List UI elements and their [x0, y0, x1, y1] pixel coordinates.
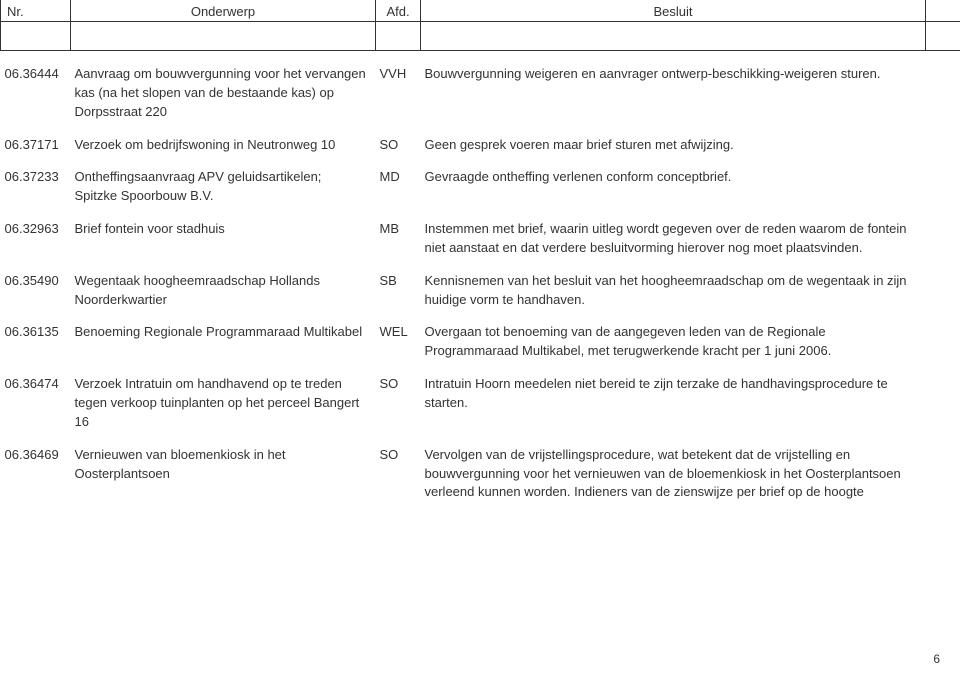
col-header-onderwerp: Onderwerp	[71, 0, 376, 22]
cell-end	[926, 154, 960, 206]
cell-end	[926, 361, 960, 432]
cell-besluit: Intratuin Hoorn meedelen niet bereid te …	[421, 361, 926, 432]
cell-afd: SO	[376, 122, 421, 155]
cell-besluit: Gevraagde ontheffing verlenen conform co…	[421, 154, 926, 206]
cell-end	[926, 309, 960, 361]
table-row: 06.36469Vernieuwen van bloemenkiosk in h…	[1, 432, 960, 503]
cell-onderwerp: Aanvraag om bouwvergunning voor het verv…	[71, 51, 376, 122]
cell-end	[926, 206, 960, 258]
cell-end	[926, 258, 960, 310]
cell-besluit: Vervolgen van de vrijstellingsprocedure,…	[421, 432, 926, 503]
cell-onderwerp: Benoeming Regionale Programmaraad Multik…	[71, 309, 376, 361]
cell-onderwerp: Verzoek Intratuin om handhavend op te tr…	[71, 361, 376, 432]
table-row: 06.37171Verzoek om bedrijfswoning in Neu…	[1, 122, 960, 155]
table-row: 06.35490Wegentaak hoogheemraadschap Holl…	[1, 258, 960, 310]
cell-nr: 06.32963	[1, 206, 71, 258]
cell-onderwerp: Wegentaak hoogheemraadschap Hollands Noo…	[71, 258, 376, 310]
cell-nr: 06.36135	[1, 309, 71, 361]
cell-afd: SB	[376, 258, 421, 310]
cell-nr: 06.36474	[1, 361, 71, 432]
cell-besluit: Geen gesprek voeren maar brief sturen me…	[421, 122, 926, 155]
cell-onderwerp: Verzoek om bedrijfswoning in Neutronweg …	[71, 122, 376, 155]
col-header-besluit: Besluit	[421, 0, 926, 22]
table-row: 06.36135Benoeming Regionale Programmaraa…	[1, 309, 960, 361]
agenda-table: Nr. Onderwerp Afd. Besluit 06.36444Aanvr…	[0, 0, 960, 502]
cell-onderwerp: Vernieuwen van bloemenkiosk in het Ooste…	[71, 432, 376, 503]
cell-afd: SO	[376, 432, 421, 503]
cell-nr: 06.35490	[1, 258, 71, 310]
cell-afd: VVH	[376, 51, 421, 122]
cell-besluit: Instemmen met brief, waarin uitleg wordt…	[421, 206, 926, 258]
table-header-row: Nr. Onderwerp Afd. Besluit	[1, 0, 960, 22]
cell-afd: MB	[376, 206, 421, 258]
cell-onderwerp: Brief fontein voor stadhuis	[71, 206, 376, 258]
table-row: 06.36444Aanvraag om bouwvergunning voor …	[1, 51, 960, 122]
cell-afd: WEL	[376, 309, 421, 361]
table-row: 06.36474Verzoek Intratuin om handhavend …	[1, 361, 960, 432]
cell-nr: 06.36444	[1, 51, 71, 122]
col-header-afd: Afd.	[376, 0, 421, 22]
table-row: 06.37233Ontheffingsaanvraag APV geluidsa…	[1, 154, 960, 206]
cell-nr: 06.37171	[1, 122, 71, 155]
cell-besluit: Overgaan tot benoeming van de aangegeven…	[421, 309, 926, 361]
cell-nr: 06.37233	[1, 154, 71, 206]
table-row: 06.32963Brief fontein voor stadhuisMBIns…	[1, 206, 960, 258]
cell-onderwerp: Ontheffingsaanvraag APV geluidsartikelen…	[71, 154, 376, 206]
cell-end	[926, 122, 960, 155]
cell-besluit: Bouwvergunning weigeren en aanvrager ont…	[421, 51, 926, 122]
cell-besluit: Kennisnemen van het besluit van het hoog…	[421, 258, 926, 310]
header-spacer	[1, 22, 960, 51]
cell-nr: 06.36469	[1, 432, 71, 503]
cell-end	[926, 51, 960, 122]
cell-afd: SO	[376, 361, 421, 432]
col-header-end	[926, 0, 960, 22]
cell-afd: MD	[376, 154, 421, 206]
col-header-nr: Nr.	[1, 0, 71, 22]
cell-end	[926, 432, 960, 503]
page-number: 6	[933, 652, 940, 666]
